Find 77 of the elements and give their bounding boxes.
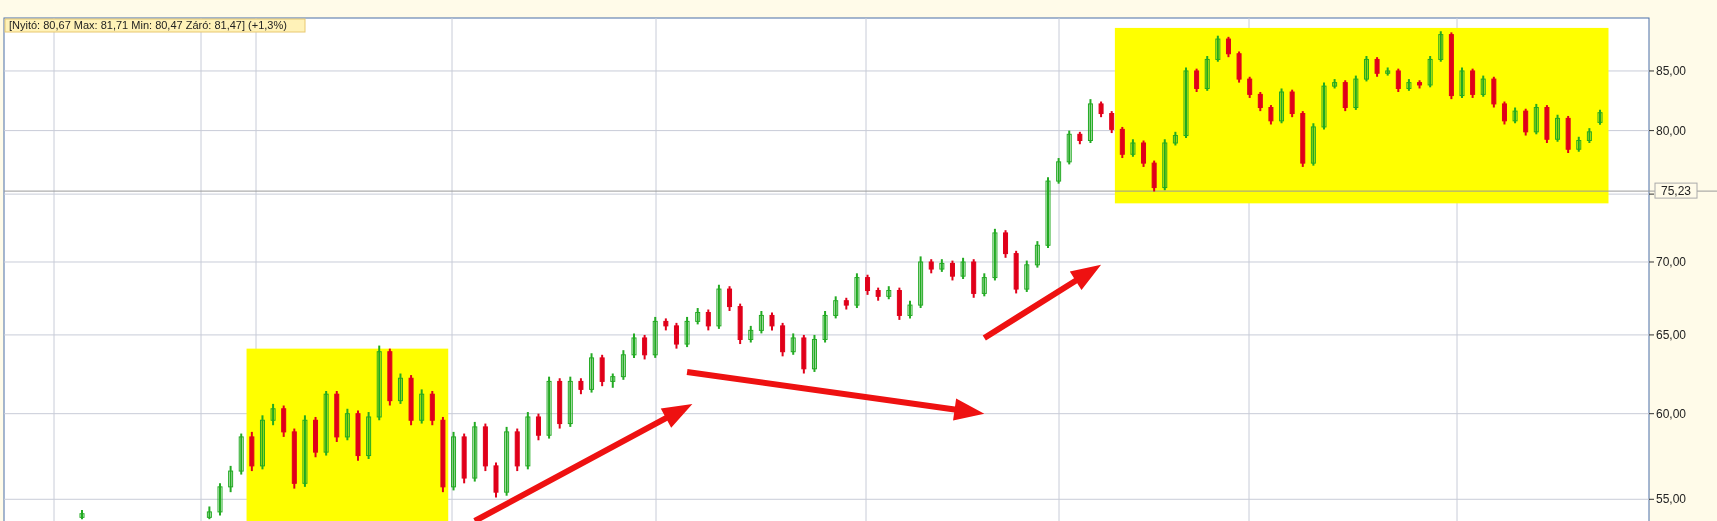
candlestick [652,315,658,359]
candlestick [1215,34,1221,63]
candlestick [960,256,966,281]
candlestick [992,227,998,282]
ref-line-label: 75,23 [1660,184,1692,199]
candlestick [1204,55,1210,92]
candlestick [1162,138,1168,192]
candlestick [376,344,382,422]
candlestick [886,285,892,301]
candlestick [419,388,425,425]
candlestick [1459,66,1465,99]
candlestick [790,332,796,356]
candlestick [525,411,531,471]
candlestick [1576,135,1582,153]
y-tick-label: 70,00 [1656,255,1687,270]
candlestick [1183,66,1189,140]
candlestick [1024,259,1030,293]
candlestick [1279,87,1285,125]
candlestick [981,272,987,298]
candlestick [259,414,265,471]
candlestick [1087,98,1093,144]
candlestick [1406,78,1412,92]
candlestick [1555,113,1561,143]
candlestick [695,307,701,326]
candlestick [1480,74,1486,98]
candlestick [1533,102,1539,136]
candlestick [1353,74,1359,111]
candlestick [1066,129,1072,166]
y-tick-label: 65,00 [1656,328,1687,343]
candlestick [1056,157,1062,185]
candlestick [758,309,764,335]
candlestick [1310,122,1316,167]
candlestick [748,324,754,344]
candlestick [302,414,308,488]
candlestick [684,315,690,349]
candlestick [206,505,212,521]
candlestick [1172,130,1178,147]
candlestick [1045,176,1051,250]
candlestick [918,255,924,310]
candlestick [907,299,913,320]
y-tick-label: 85,00 [1656,64,1687,79]
candlestick [811,333,817,373]
candlestick [270,402,276,427]
candlestick [589,352,595,394]
candlestick [344,407,350,442]
candlestick [1512,106,1518,125]
candlestick [504,425,510,497]
candlestick [228,464,234,494]
y-tick-label: 55,00 [1656,492,1687,507]
candlestick [79,509,85,521]
candlestick [451,430,457,492]
candlestick [366,411,372,460]
candlestick [397,372,403,405]
candlestick [1427,55,1433,89]
candlestick [833,295,839,320]
candlestick [472,420,478,483]
candlestick [822,309,828,344]
candlestick [620,349,626,381]
y-tick-label: 80,00 [1656,123,1687,138]
candlestick [1586,127,1592,144]
candlestick [1597,108,1603,126]
candlestick [567,375,573,428]
candlestick [631,332,637,359]
candlestick [217,482,223,517]
chart-title: [Nyitó: 80,67 Max: 81,71 Min: 80,47 Záró: 81,47] (+1,3%) [9,19,287,31]
candlestick [323,389,329,457]
candlestick [1438,30,1444,63]
candlestick [1363,55,1369,83]
candlestick [854,272,860,310]
candlestick [1130,138,1136,158]
y-tick-label: 60,00 [1656,406,1687,421]
candlestick [546,375,552,440]
candlestick [238,432,244,476]
candlestick [1321,81,1327,131]
candlestick [939,258,945,273]
candlestick [1034,240,1040,269]
candlestick [716,283,722,330]
